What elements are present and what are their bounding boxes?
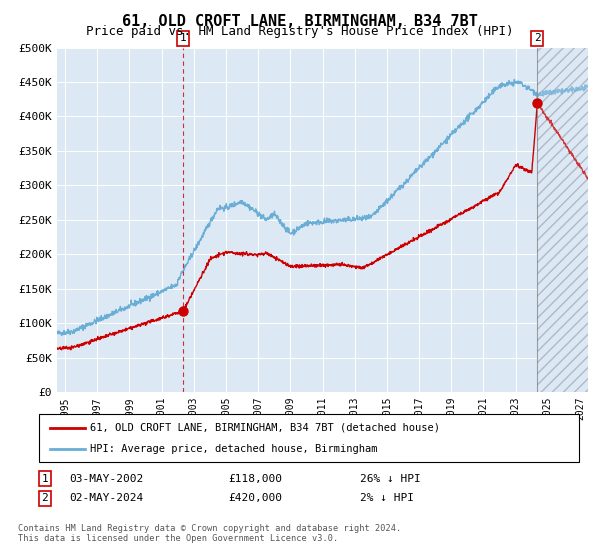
Text: 2: 2 (534, 34, 541, 44)
Text: £420,000: £420,000 (228, 493, 282, 503)
Text: 1: 1 (41, 474, 49, 484)
Text: 26% ↓ HPI: 26% ↓ HPI (360, 474, 421, 484)
Text: 2% ↓ HPI: 2% ↓ HPI (360, 493, 414, 503)
Text: 03-MAY-2002: 03-MAY-2002 (69, 474, 143, 484)
Text: Contains HM Land Registry data © Crown copyright and database right 2024.
This d: Contains HM Land Registry data © Crown c… (18, 524, 401, 543)
Text: £118,000: £118,000 (228, 474, 282, 484)
Text: 61, OLD CROFT LANE, BIRMINGHAM, B34 7BT: 61, OLD CROFT LANE, BIRMINGHAM, B34 7BT (122, 14, 478, 29)
Text: 1: 1 (180, 34, 187, 44)
Text: HPI: Average price, detached house, Birmingham: HPI: Average price, detached house, Birm… (90, 444, 378, 454)
Text: 61, OLD CROFT LANE, BIRMINGHAM, B34 7BT (detached house): 61, OLD CROFT LANE, BIRMINGHAM, B34 7BT … (90, 423, 440, 433)
Text: Price paid vs. HM Land Registry's House Price Index (HPI): Price paid vs. HM Land Registry's House … (86, 25, 514, 38)
FancyBboxPatch shape (39, 414, 579, 462)
Text: 2: 2 (41, 493, 49, 503)
Text: 02-MAY-2024: 02-MAY-2024 (69, 493, 143, 503)
